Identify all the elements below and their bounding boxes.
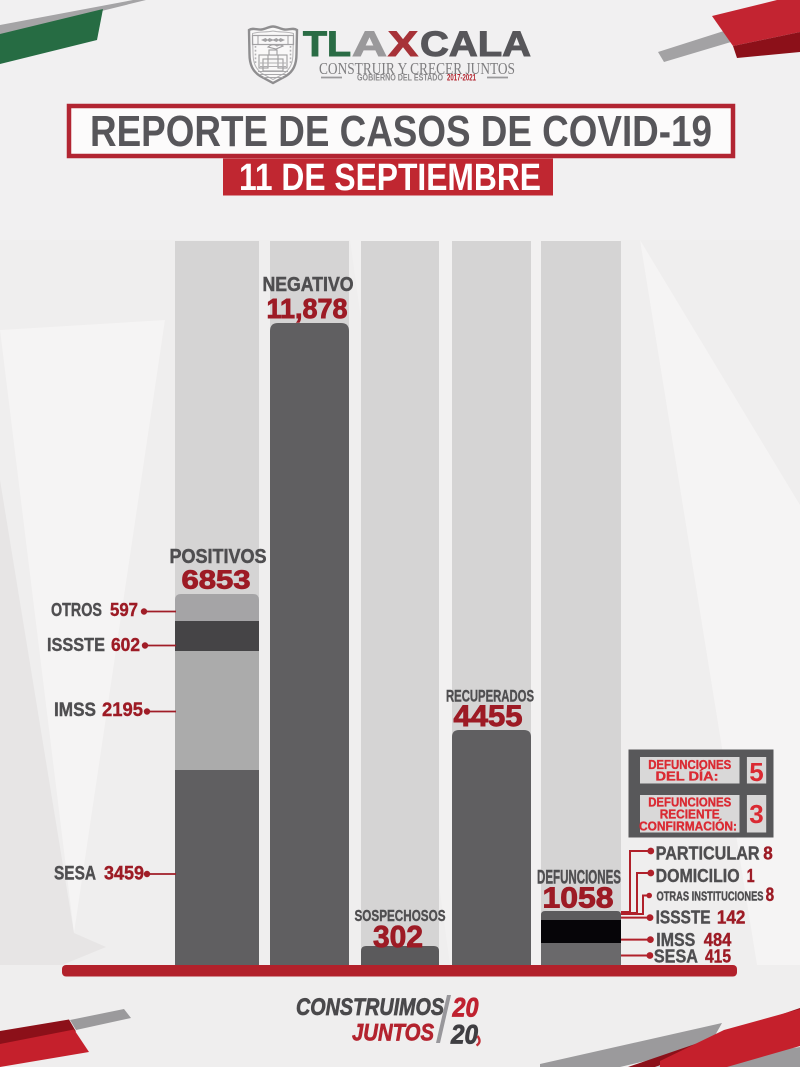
svg-text:SOSPECHOSOS: SOSPECHOSOS xyxy=(355,908,446,925)
svg-text:5: 5 xyxy=(749,757,763,787)
svg-text:8: 8 xyxy=(766,885,775,906)
svg-text:20: 20 xyxy=(450,1020,478,1050)
svg-text:142: 142 xyxy=(717,908,746,928)
svg-text:302: 302 xyxy=(373,919,423,954)
svg-text:20: 20 xyxy=(452,993,479,1023)
svg-text:3459: 3459 xyxy=(104,864,144,885)
svg-text:RECUPERADOS: RECUPERADOS xyxy=(446,687,534,706)
svg-text:ISSSTE: ISSSTE xyxy=(656,908,711,928)
svg-text:POSITIVOS: POSITIVOS xyxy=(170,546,267,568)
svg-text:3: 3 xyxy=(749,799,763,829)
svg-text:11 DE SEPTIEMBRE: 11 DE SEPTIEMBRE xyxy=(239,157,541,199)
svg-text:RECIENTE: RECIENTE xyxy=(660,808,720,822)
svg-text:CONFIRMACIÓN:: CONFIRMACIÓN: xyxy=(639,819,737,834)
svg-text:X: X xyxy=(388,25,419,64)
svg-text:DOMICILIO: DOMICILIO xyxy=(656,866,740,886)
svg-text:JUNTOS: JUNTOS xyxy=(352,1020,435,1047)
svg-text:4455: 4455 xyxy=(454,700,523,733)
svg-text:SESA: SESA xyxy=(654,947,698,967)
svg-text:REPORTE DE CASOS DE COVID-19: REPORTE DE CASOS DE COVID-19 xyxy=(90,107,712,156)
svg-text:CONSTRUIMOS: CONSTRUIMOS xyxy=(296,994,444,1021)
svg-text:TL: TL xyxy=(303,25,351,64)
svg-text:11,878: 11,878 xyxy=(267,293,348,324)
svg-text:GOBIERNO DEL ESTADO: GOBIERNO DEL ESTADO xyxy=(357,73,443,83)
svg-text:ISSSTE: ISSSTE xyxy=(47,635,105,655)
svg-text:PARTICULAR: PARTICULAR xyxy=(656,844,760,864)
svg-text:597: 597 xyxy=(110,600,138,620)
svg-text:DEFUNCIONES: DEFUNCIONES xyxy=(648,758,731,772)
svg-text:2017-2021: 2017-2021 xyxy=(447,73,476,83)
svg-text:2195: 2195 xyxy=(102,700,143,721)
svg-text:1: 1 xyxy=(747,866,755,886)
svg-text:DEFUNCIONES: DEFUNCIONES xyxy=(648,796,731,810)
svg-text:1058: 1058 xyxy=(543,883,614,915)
svg-text:IMSS: IMSS xyxy=(656,930,695,950)
svg-text:IMSS: IMSS xyxy=(54,700,96,721)
svg-text:8: 8 xyxy=(763,844,773,864)
svg-text:SESA: SESA xyxy=(54,864,96,885)
svg-text:415: 415 xyxy=(705,947,731,967)
svg-text:DEFUNCIONES: DEFUNCIONES xyxy=(537,868,621,889)
svg-text:CALA: CALA xyxy=(420,25,531,64)
svg-text:OTRAS INSTITUCIONES: OTRAS INSTITUCIONES xyxy=(657,889,764,904)
svg-text:OTROS: OTROS xyxy=(51,600,102,620)
svg-text:6853: 6853 xyxy=(182,565,251,595)
svg-text:NEGATIVO: NEGATIVO xyxy=(263,274,354,296)
svg-text:A: A xyxy=(352,25,387,64)
svg-text:484: 484 xyxy=(704,930,732,950)
svg-text:602: 602 xyxy=(111,635,140,655)
svg-text:DEL DÍA:: DEL DÍA: xyxy=(656,769,719,784)
svg-text:CONSTRUIR Y CRECER JUNTOS: CONSTRUIR Y CRECER JUNTOS xyxy=(319,59,515,78)
